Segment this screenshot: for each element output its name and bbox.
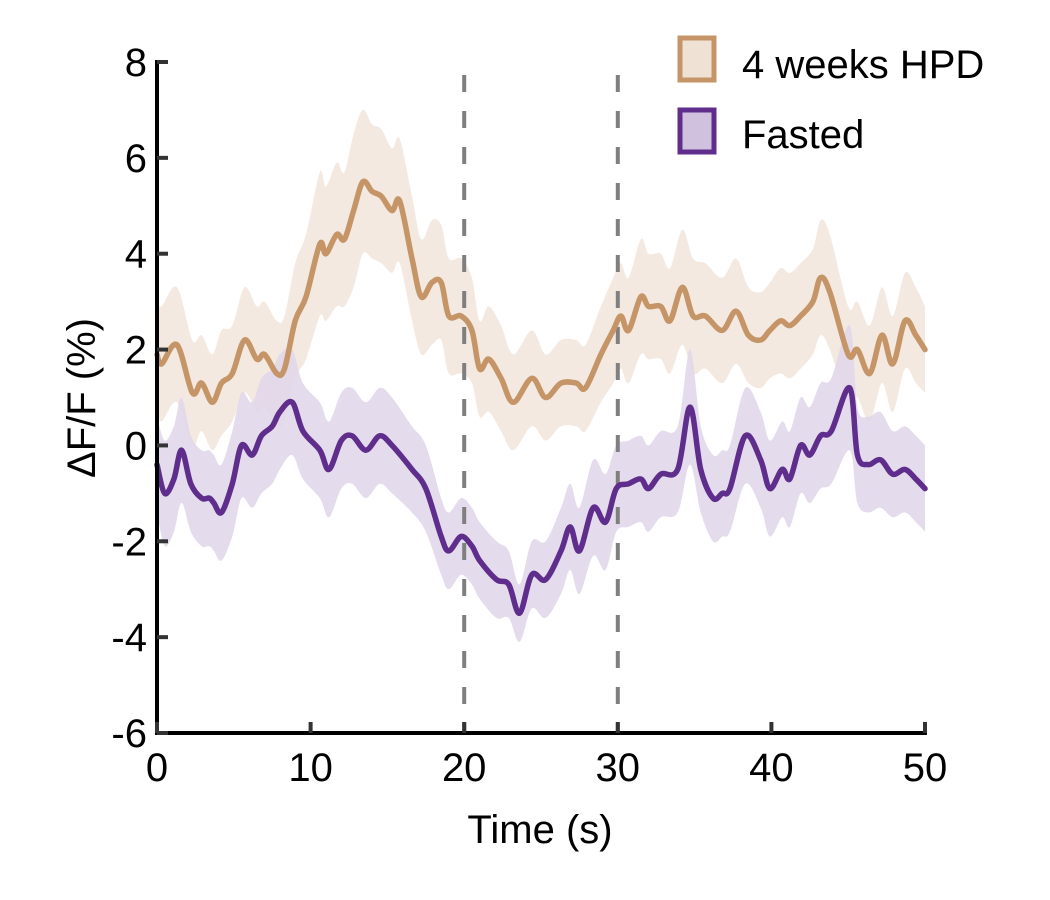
legend: 4 weeks HPD Fasted: [677, 35, 984, 157]
x-tick-label: 50: [903, 746, 948, 790]
y-tick-label: 0: [125, 424, 147, 468]
y-tick-label: -6: [111, 712, 147, 756]
mean-traces: [154, 178, 928, 616]
confidence-bands: [157, 109, 925, 642]
y-tick-label: 8: [125, 41, 147, 85]
sem-band-fasted: [157, 325, 925, 642]
legend-swatch-hpd: [677, 35, 717, 83]
x-tick-label: 20: [442, 746, 487, 790]
y-tick-label: 4: [125, 233, 147, 277]
x-axis-title: Time (s): [467, 808, 612, 852]
y-tick-label: -2: [111, 520, 147, 564]
mean-line-hpd: [154, 178, 928, 406]
x-tick-label: 0: [146, 746, 168, 790]
x-tick-label: 10: [288, 746, 333, 790]
sem-band-hpd: [157, 109, 925, 451]
y-tick-label: -4: [111, 616, 147, 660]
event-markers: [462, 75, 620, 733]
legend-label-fasted: Fasted: [742, 113, 864, 157]
y-tick-label: 2: [125, 329, 147, 373]
legend-label-hpd: 4 weeks HPD: [742, 43, 984, 87]
x-tick-label: 40: [749, 746, 794, 790]
legend-swatch-fasted: [677, 107, 717, 155]
y-ticks: 8 6 4 2 0 -2 -4 -6: [111, 41, 168, 756]
x-tick-label: 30: [596, 746, 641, 790]
x-ticks: 0 10 20 30 40 50: [146, 722, 947, 790]
axes: [155, 60, 927, 735]
y-axis-title: ΔF/F (%): [60, 318, 104, 478]
mean-line-fasted: [154, 385, 928, 616]
y-tick-label: 6: [125, 137, 147, 181]
